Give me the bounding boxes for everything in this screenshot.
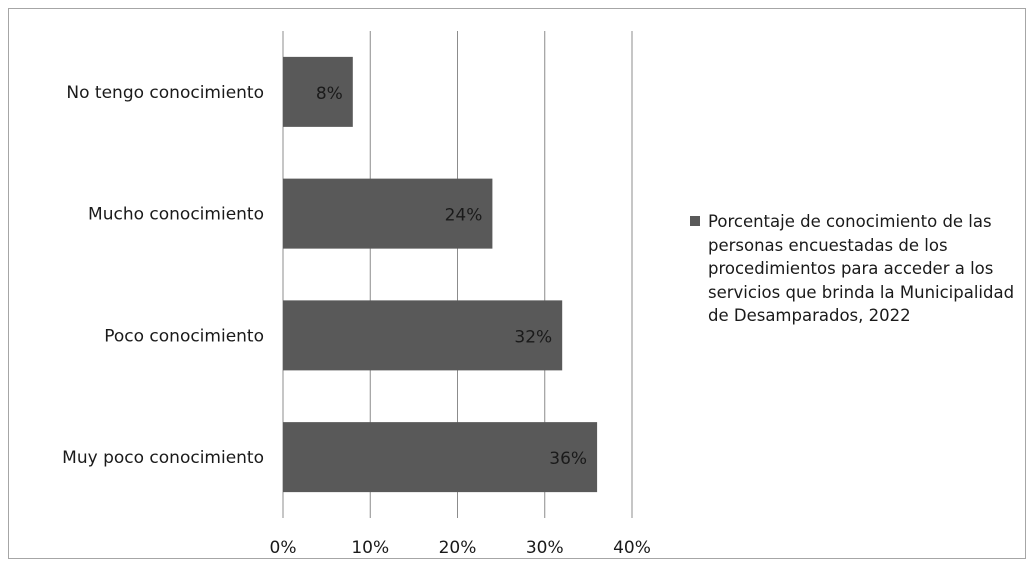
x-tick-label: 20% (439, 538, 477, 558)
category-label: No tengo conocimiento (66, 83, 264, 103)
bar (283, 300, 563, 371)
data-label: 36% (549, 449, 587, 469)
x-tick-label: 0% (270, 538, 297, 558)
x-tick-label: 40% (613, 538, 651, 558)
bar (283, 56, 353, 127)
legend-label: Porcentaje de conocimiento de las person… (708, 212, 1015, 325)
data-label: 32% (514, 327, 552, 347)
data-label: 24% (445, 206, 483, 226)
legend-swatch (690, 216, 700, 226)
category-label: Muy poco conocimiento (62, 448, 264, 468)
category-label: Mucho conocimiento (88, 205, 264, 225)
data-label: 8% (316, 84, 343, 104)
category-label: Poco conocimiento (104, 326, 264, 346)
x-tick-label: 30% (526, 538, 564, 558)
bar (283, 422, 598, 493)
bar (283, 178, 493, 249)
x-tick-label: 10% (351, 538, 389, 558)
